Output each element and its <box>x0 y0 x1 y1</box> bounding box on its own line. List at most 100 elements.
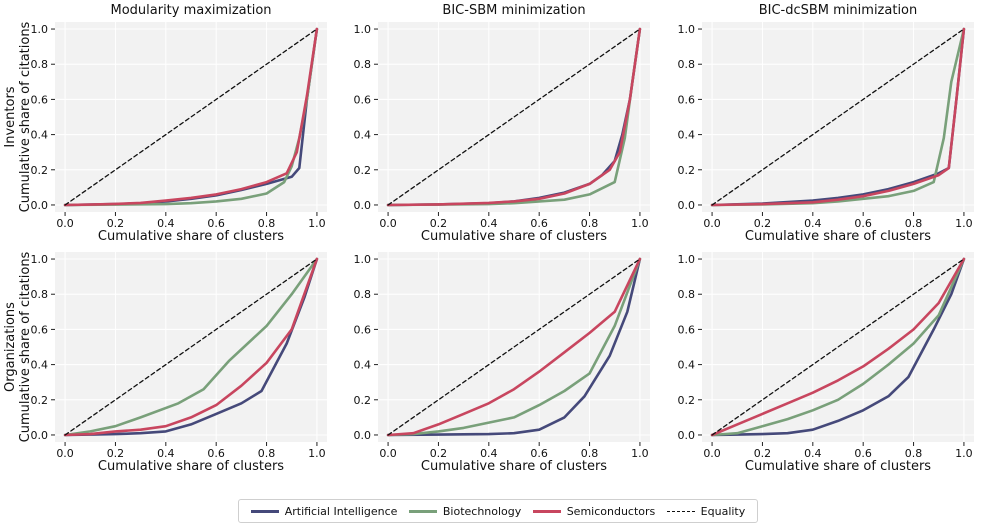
panel-5-xtick-label-4: 0.8 <box>581 447 599 460</box>
panel-2-ytick-label-2: 0.4 <box>354 129 372 142</box>
legend-label-semiconductors: Semiconductors <box>566 504 656 518</box>
panel-5-series-ai <box>386 257 642 437</box>
panel-4-ytick-label-5: 1.0 <box>31 253 49 266</box>
panel-2-xtick-label-3: 0.6 <box>530 217 548 230</box>
panel-6-xtick-label-0: 0.0 <box>703 447 721 460</box>
panel-3-ytick-label-5: 1.0 <box>678 23 696 36</box>
panel-1-ytick-label-0: 0.0 <box>31 199 49 212</box>
panel-6-xtick-label-4: 0.8 <box>905 447 923 460</box>
panel-4-ytick-label-1: 0.2 <box>31 394 49 407</box>
legend-swatch-biotech <box>408 509 437 513</box>
legend: Artificial Intelligence Biotechnology Se… <box>238 499 758 523</box>
panel-6-ytick-label-1: 0.2 <box>678 394 696 407</box>
panel-1-ytick-label-3: 0.6 <box>31 93 49 106</box>
panel-5-xtick-label-3: 0.6 <box>530 447 548 460</box>
panel-3-xtick-label-1: 0.2 <box>754 217 772 230</box>
panel-4-xtick-label-3: 0.6 <box>207 447 225 460</box>
panel-3-ytick-label-3: 0.6 <box>678 93 696 106</box>
panel-4-xlabel: Cumulative share of clusters <box>98 459 284 474</box>
panel-2-xtick-label-2: 0.4 <box>480 217 498 230</box>
panel-1-ytick-label-5: 1.0 <box>31 23 49 36</box>
panel-5-xtick-label-5: 1.0 <box>631 447 649 460</box>
panel-6-series-bio <box>710 257 966 437</box>
panel-3-series-semi <box>710 27 966 207</box>
panel-3-xtick-label-0: 0.0 <box>703 217 721 230</box>
row-2-label-line-2: Cumulative share of citations <box>18 251 33 442</box>
panel-1-title: Modularity maximization <box>110 3 271 18</box>
panel-5-ytick-label-2: 0.4 <box>354 359 372 372</box>
row-2-label-line-1: Organizations <box>3 302 18 392</box>
panel-2-ytick-label-3: 0.6 <box>354 93 372 106</box>
panel-5-ytick-label-3: 0.6 <box>354 323 372 336</box>
panel-4-ytick-label-4: 0.8 <box>31 288 49 301</box>
panel-4-xtick-label-4: 0.8 <box>258 447 276 460</box>
panel-1-series-semi <box>63 27 319 207</box>
legend-label-equality: Equality <box>700 504 746 518</box>
panel-5-ytick-label-5: 1.0 <box>354 253 372 266</box>
panel-2-series-equality <box>387 28 641 206</box>
panel-6-xtick-label-1: 0.2 <box>754 447 772 460</box>
panel-2-xtick-label-0: 0.0 <box>379 217 397 230</box>
panel-4-ytick-label-3: 0.6 <box>31 323 49 336</box>
panel-3-ytick-label-4: 0.8 <box>678 58 696 71</box>
panel-1-xtick-label-4: 0.8 <box>258 217 276 230</box>
legend-entry-equality: Equality <box>666 504 746 518</box>
panel-5-xlabel: Cumulative share of clusters <box>421 459 607 474</box>
panel-5-xtick-label-0: 0.0 <box>379 447 397 460</box>
panel-1-xtick-label-5: 1.0 <box>308 217 326 230</box>
panel-6-ytick-label-4: 0.8 <box>678 288 696 301</box>
legend-entry-semiconductors: Semiconductors <box>532 504 656 518</box>
panel-3-xtick-label-5: 1.0 <box>955 217 973 230</box>
panel-5-series-semi <box>386 257 642 437</box>
panel-1-xtick-label-2: 0.4 <box>157 217 175 230</box>
panel-5-ytick-label-4: 0.8 <box>354 288 372 301</box>
panel-5-series-bio <box>386 257 642 437</box>
panel-4-series-ai <box>63 257 319 437</box>
panel-3-xlabel: Cumulative share of clusters <box>745 229 931 244</box>
panel-2-ytick-label-5: 1.0 <box>354 23 372 36</box>
panel-3-ytick-label-1: 0.2 <box>678 164 696 177</box>
panel-5-xtick-label-2: 0.4 <box>480 447 498 460</box>
panel-2-xlabel: Cumulative share of clusters <box>421 229 607 244</box>
panel-2-ytick-label-4: 0.8 <box>354 58 372 71</box>
panel-6-xlabel: Cumulative share of clusters <box>745 459 931 474</box>
panel-3-ytick-label-2: 0.4 <box>678 129 696 142</box>
panel-2-xtick-label-4: 0.8 <box>581 217 599 230</box>
panel-1-series-equality <box>64 28 318 206</box>
panel-6-ytick-label-0: 0.0 <box>678 429 696 442</box>
panel-6-series-ai <box>710 257 966 437</box>
panel-1-ytick-label-4: 0.8 <box>31 58 49 71</box>
row-1-label-line-1: Inventors <box>3 86 18 147</box>
panel-3-xtick-label-3: 0.6 <box>854 217 872 230</box>
panel-4-xtick-label-0: 0.0 <box>56 447 74 460</box>
panel-6-ytick-label-2: 0.4 <box>678 359 696 372</box>
legend-swatch-semiconductors <box>532 509 561 513</box>
panel-5-ytick-label-0: 0.0 <box>354 429 372 442</box>
panel-6-ytick-label-3: 0.6 <box>678 323 696 336</box>
panel-2-xtick-label-5: 1.0 <box>631 217 649 230</box>
panel-2-ytick-label-0: 0.0 <box>354 199 372 212</box>
panel-5-ytick-label-1: 0.2 <box>354 394 372 407</box>
panel-6-series-equality <box>711 258 965 436</box>
legend-entry-ai: Artificial Intelligence <box>250 505 397 518</box>
panel-2-series-semi <box>386 27 642 207</box>
panel-1-xlabel: Cumulative share of clusters <box>98 229 284 244</box>
panel-3-xtick-label-4: 0.8 <box>905 217 923 230</box>
panel-1-xtick-label-0: 0.0 <box>56 217 74 230</box>
panel-3-title: BIC-dcSBM minimization <box>759 3 918 18</box>
panel-2-title: BIC-SBM minimization <box>442 3 585 18</box>
panel-2-xtick-label-1: 0.2 <box>430 217 448 230</box>
panel-4-series-bio <box>63 257 319 437</box>
panel-6-xtick-label-5: 1.0 <box>955 447 973 460</box>
panel-6-xtick-label-2: 0.4 <box>804 447 822 460</box>
row-1-label-line-2: Cumulative share of citations <box>18 21 33 212</box>
panel-1-ytick-label-1: 0.2 <box>31 164 49 177</box>
legend-swatch-ai <box>250 509 279 513</box>
legend-swatch-equality <box>666 510 695 512</box>
panel-6-ytick-label-5: 1.0 <box>678 253 696 266</box>
panel-3-xtick-label-2: 0.4 <box>804 217 822 230</box>
legend-label-biotech: Biotechnology <box>442 504 522 518</box>
panel-4-ytick-label-2: 0.4 <box>31 359 49 372</box>
panel-2-ytick-label-1: 0.2 <box>354 164 372 177</box>
